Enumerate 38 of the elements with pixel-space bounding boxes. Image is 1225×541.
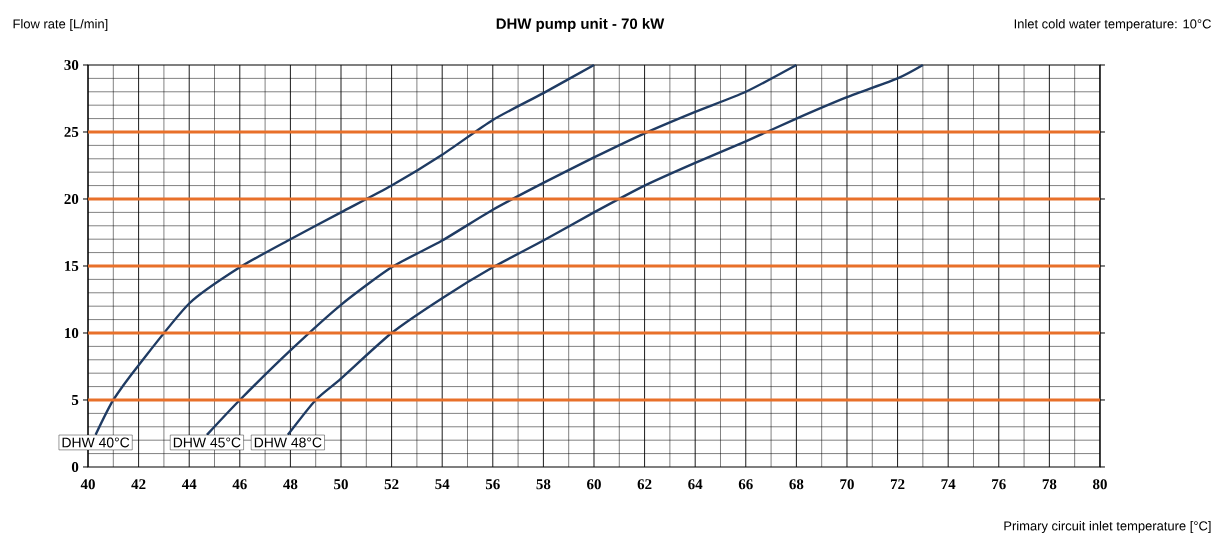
x-tick-label: 54: [435, 479, 450, 490]
x-tick-label: 68: [789, 479, 804, 490]
y-tick-label: 30: [64, 59, 79, 71]
x-tick-label: 74: [941, 479, 956, 490]
x-tick-label: 46: [232, 479, 247, 490]
y-tick-label: 0: [71, 461, 79, 473]
x-tick-label: 58: [536, 479, 551, 490]
x-tick-label: 76: [992, 479, 1006, 490]
x-tick-label: 40: [80, 479, 95, 490]
x-tick-label: 78: [1042, 479, 1057, 490]
x-tick-label: 44: [181, 479, 197, 490]
y-tick-label: 15: [65, 260, 79, 271]
x-tick-label: 60: [587, 479, 601, 490]
x-tick-label: 66: [738, 479, 753, 490]
series-label: DHW 40°C: [62, 437, 130, 448]
x-tick-label: 80: [1092, 479, 1107, 490]
x-axis-title: Primary circuit inlet temperature [°C]: [1004, 520, 1211, 534]
x-tick-label: 72: [890, 479, 905, 490]
x-tick-label: 52: [384, 479, 399, 490]
text: Inlet cold water temperature: 10°C: [1014, 18, 1211, 32]
y-tick-label: 5: [71, 395, 79, 405]
chart-title: DHW pump unit - 70 kW: [496, 18, 665, 32]
x-tick-label: 64: [688, 479, 703, 490]
x-tick-label: 48: [283, 479, 298, 490]
y-tick-label: 20: [64, 193, 79, 205]
line-series: [286, 63, 925, 437]
y-tick-label: 10: [65, 327, 79, 339]
x-tick-label: 56: [485, 479, 500, 490]
y-tick-label: 25: [64, 126, 79, 137]
series-label: DHW 45°C: [173, 437, 241, 448]
line-series: [94, 63, 596, 437]
series-label: DHW 48°C: [254, 437, 322, 448]
line-series: [205, 63, 798, 437]
x-tick-label: 42: [131, 479, 146, 490]
y-axis-title: Flow rate [L/min]: [13, 18, 108, 32]
x-tick-label: 70: [840, 479, 854, 490]
x-tick-label: 62: [637, 479, 652, 490]
x-tick-label: 50: [334, 479, 348, 490]
